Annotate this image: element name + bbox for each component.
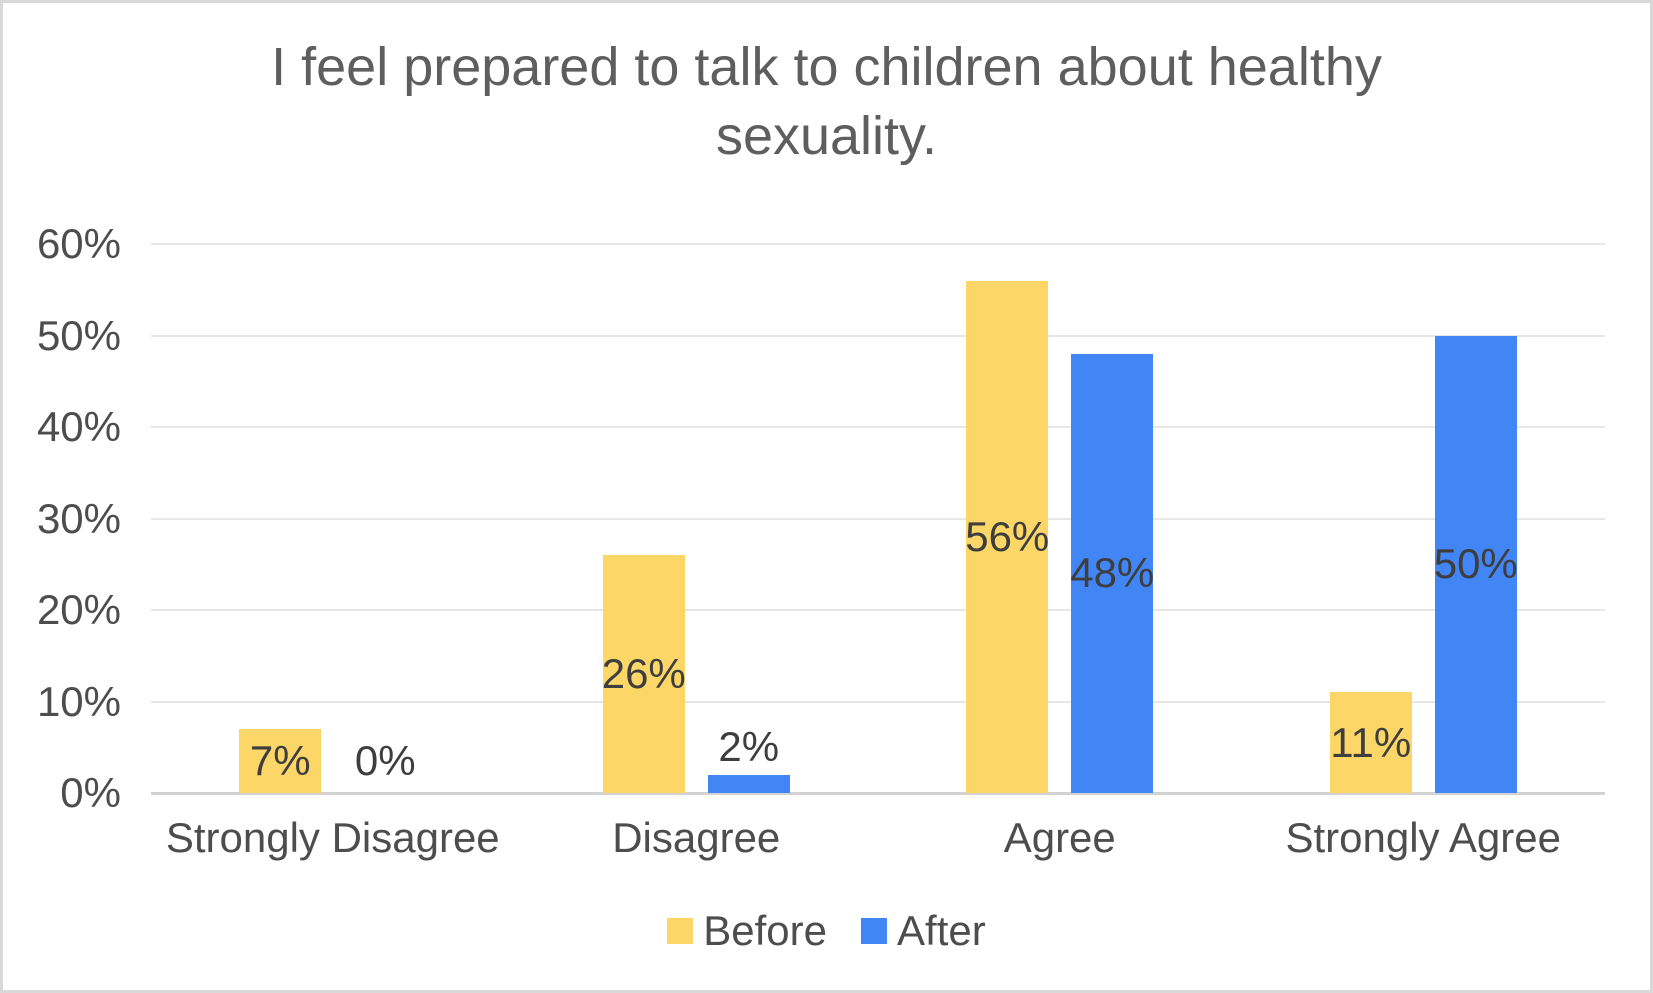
- bar-after-agree: [1071, 353, 1154, 793]
- x-axis-label-agree: Agree: [1003, 814, 1116, 861]
- data-label-before-agree: 56%: [965, 512, 1050, 560]
- data-label-before-disagree: 26%: [601, 650, 686, 698]
- y-axis-tick-label-40: 40%: [36, 403, 121, 450]
- data-label-after-agree: 48%: [1070, 549, 1155, 597]
- plot-area: 0% 10% 20% 30% 40% 50% 60% 7% 0% Strongly Disagre…: [3, 3, 1650, 990]
- data-label-after-strongly-agree: 50%: [1433, 540, 1518, 588]
- legend-item-before: Before: [667, 905, 827, 957]
- data-label-before-strongly-agree: 11%: [1330, 718, 1412, 766]
- y-axis-tick-label-10: 10%: [36, 677, 121, 725]
- y-axis-tick-label-20: 20%: [36, 586, 121, 633]
- x-axis-label-strongly-agree: Strongly Agree: [1285, 814, 1561, 861]
- chart-title-text: I feel prepared to talk to children abou…: [271, 37, 1382, 167]
- x-axis-label-disagree: Disagree: [612, 814, 781, 861]
- gridline-60: [151, 243, 1605, 245]
- bar-before-disagree: [602, 555, 685, 793]
- bar-after-strongly-agree: [1434, 335, 1517, 793]
- y-axis-tick-label-50: 50%: [36, 311, 121, 359]
- gridline-20: [151, 609, 1605, 611]
- y-axis-tick-label-30: 30%: [36, 494, 121, 542]
- legend-label-after: After: [897, 907, 986, 954]
- legend-swatch-after: [861, 918, 888, 944]
- bar-before-strongly-agree: [1329, 692, 1412, 793]
- data-label-before-strongly-disagree: 7%: [249, 736, 311, 784]
- bar-after-disagree: [707, 774, 790, 793]
- bar-before-agree: [966, 280, 1049, 793]
- gridline-50: [151, 334, 1605, 337]
- x-axis-label-strongly-disagree: Strongly Disagree: [165, 814, 500, 861]
- data-label-after-strongly-disagree: 0%: [354, 737, 416, 784]
- gridline-40: [151, 426, 1605, 428]
- chart-title: I feel prepared to talk to children abou…: [3, 33, 1650, 171]
- legend-label-before: Before: [703, 907, 828, 954]
- gridline-10: [151, 700, 1605, 703]
- gridline-30: [151, 517, 1605, 520]
- data-label-after-disagree: 2%: [718, 722, 780, 770]
- bar-before-strongly-disagree: [239, 728, 322, 793]
- y-axis-tick-label-60: 60%: [36, 220, 121, 267]
- legend-item-after: After: [861, 905, 986, 957]
- x-axis-line: [151, 791, 1605, 795]
- legend-swatch-before: [667, 918, 694, 944]
- y-axis-tick-label-0: 0%: [60, 769, 121, 816]
- legend: Before After: [3, 905, 1650, 957]
